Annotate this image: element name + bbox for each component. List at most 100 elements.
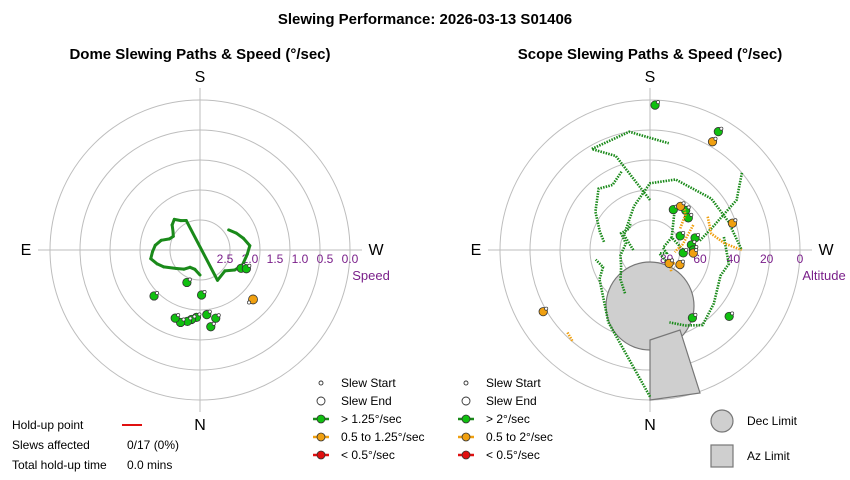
- scope-slew-path: [566, 331, 575, 343]
- scope-radial-tick: 0: [797, 252, 804, 266]
- dome-legend-label: Slew End: [341, 394, 392, 408]
- dome-slew-path: [227, 228, 238, 235]
- limit-legend: Dec Limit Az Limit: [710, 409, 798, 468]
- scope-slew-start-point: [656, 100, 661, 105]
- dome-legend-swatch-dot: [316, 450, 326, 460]
- scope-slew-start-point: [689, 212, 694, 217]
- scope-legend: Slew Start Slew End > 2°/sec 0.5 to 2°/sec <…: [458, 376, 553, 462]
- scope-slew-path: [698, 172, 744, 243]
- scope-legend-label: Slew End: [486, 394, 537, 408]
- dome-legend: Slew Start Slew End > 1.25°/sec 0.5 to 1.25…: [313, 376, 425, 462]
- scope-polar-chart: Scope Slewing Paths & Speed (°/sec) S E …: [471, 46, 846, 434]
- figure-title: Slewing Performance: 2026-03-13 S01406: [278, 11, 572, 28]
- dome-cardinal-right: W: [368, 242, 384, 259]
- scope-legend-swatch-dot: [461, 450, 471, 460]
- dome-legend-label: 0.5 to 1.25°/sec: [341, 430, 425, 444]
- scope-slew-path: [594, 258, 652, 398]
- dome-slew-start-point: [192, 314, 197, 319]
- scope-slew-start-point: [686, 205, 691, 210]
- az-limit-region: [649, 329, 701, 401]
- dome-cardinal-left: E: [21, 242, 32, 259]
- holdup-info: Hold-up point Slews affected 0/17 (0%) T…: [12, 418, 179, 472]
- scope-slew-start-point: [684, 247, 689, 252]
- dome-slew-path: [240, 252, 249, 267]
- dome-chart-title: Dome Slewing Paths & Speed (°/sec): [69, 46, 330, 63]
- dome-grid: [38, 88, 362, 412]
- scope-cardinal-right: W: [818, 242, 834, 259]
- dome-legend-swatch-dot: [316, 432, 326, 442]
- dome-radial-tick: 1.5: [267, 252, 284, 266]
- scope-slew-start-point: [670, 258, 675, 263]
- scope-slew-path: [669, 266, 673, 272]
- scope-radial-label: Altitude: [802, 268, 845, 283]
- dome-data: [149, 217, 258, 332]
- dome-slew-start-point: [216, 313, 221, 318]
- dome-radial-tick: 1.0: [292, 252, 309, 266]
- scope-slew-path: [706, 216, 743, 252]
- dome-radial-tick: 0.0: [342, 252, 359, 266]
- scope-legend-label: > 2°/sec: [486, 412, 530, 426]
- dome-radial-tick: 0.5: [317, 252, 334, 266]
- dome-slew-path: [241, 236, 252, 248]
- scope-slew-start-point: [694, 248, 699, 252]
- holdup-point-label: Hold-up point: [12, 418, 84, 432]
- dome-slew-start-point: [176, 313, 181, 318]
- scope-slew-start-point: [681, 230, 686, 235]
- dec-limit-swatch: [710, 409, 734, 433]
- dome-radial-label: Speed: [352, 268, 390, 283]
- dome-legend-swatch-dot: [316, 414, 326, 424]
- dome-radial-ticks: 2.5 2.0 1.5 1.0 0.5 0.0: [217, 252, 359, 266]
- scope-cardinal-left: E: [471, 242, 482, 259]
- limit-legend-label: Az Limit: [747, 449, 790, 463]
- scope-data: [538, 100, 744, 398]
- holdup-time-label: Total hold-up time: [12, 458, 107, 472]
- scope-legend-swatch-dot: [461, 414, 471, 424]
- dome-cardinal-bottom: N: [194, 417, 206, 434]
- scope-radial-tick: 20: [760, 252, 774, 266]
- scope-cardinal-top: S: [645, 69, 656, 86]
- scope-legend-label: 0.5 to 2°/sec: [486, 430, 553, 444]
- scope-radial-tick: 40: [727, 252, 741, 266]
- scope-legend-swatch-start: [463, 380, 469, 386]
- dome-legend-label: Slew Start: [341, 376, 396, 390]
- scope-slew-start-point: [730, 311, 735, 316]
- scope-legend-label: < 0.5°/sec: [486, 448, 540, 462]
- dome-slew-path: [223, 268, 237, 273]
- holdup-time-value: 0.0 mins: [127, 458, 172, 472]
- scope-legend-swatch-dot: [461, 432, 471, 442]
- scope-limit-regions: [605, 261, 701, 401]
- scope-slew-path: [619, 222, 633, 294]
- slews-affected-value: 0/17 (0%): [127, 438, 179, 452]
- dome-slew-start-point: [202, 290, 207, 294]
- az-limit-swatch: [710, 444, 734, 468]
- dome-slew-path: [184, 219, 219, 282]
- limit-legend-label: Dec Limit: [747, 414, 798, 428]
- scope-slew-start-point: [733, 218, 738, 223]
- scope-slew-start-point: [681, 259, 685, 264]
- dome-slew-start-point: [181, 317, 186, 322]
- scope-slew-path: [594, 170, 623, 243]
- dome-slew-start-point: [247, 263, 252, 268]
- dome-slew-start-point: [155, 291, 159, 295]
- slews-affected-label: Slews affected: [12, 438, 90, 452]
- scope-slew-start-point: [681, 201, 686, 206]
- scope-slew-path: [669, 236, 731, 327]
- scope-radial-ticks: 80 60 40 20 0: [660, 252, 804, 266]
- dome-slew-path: [216, 269, 227, 282]
- dome-slew-start-point: [197, 312, 202, 317]
- dome-slew-start-point: [247, 300, 251, 305]
- scope-legend-swatch-end: [461, 396, 471, 406]
- dome-radial-tick: 2.5: [217, 252, 234, 266]
- scope-slew-start-point: [692, 239, 697, 244]
- scope-slew-path: [673, 224, 695, 254]
- scope-cardinal-bottom: N: [644, 417, 656, 434]
- dome-slew-path: [162, 265, 178, 270]
- dome-legend-label: < 0.5°/sec: [341, 448, 395, 462]
- dome-slew-start-point: [188, 316, 193, 321]
- dome-cardinal-top: S: [195, 69, 206, 86]
- scope-slew-path: [670, 206, 685, 251]
- scope-slew-start-point: [719, 126, 724, 131]
- scope-slew-path: [656, 236, 673, 263]
- scope-slew-path: [587, 130, 670, 201]
